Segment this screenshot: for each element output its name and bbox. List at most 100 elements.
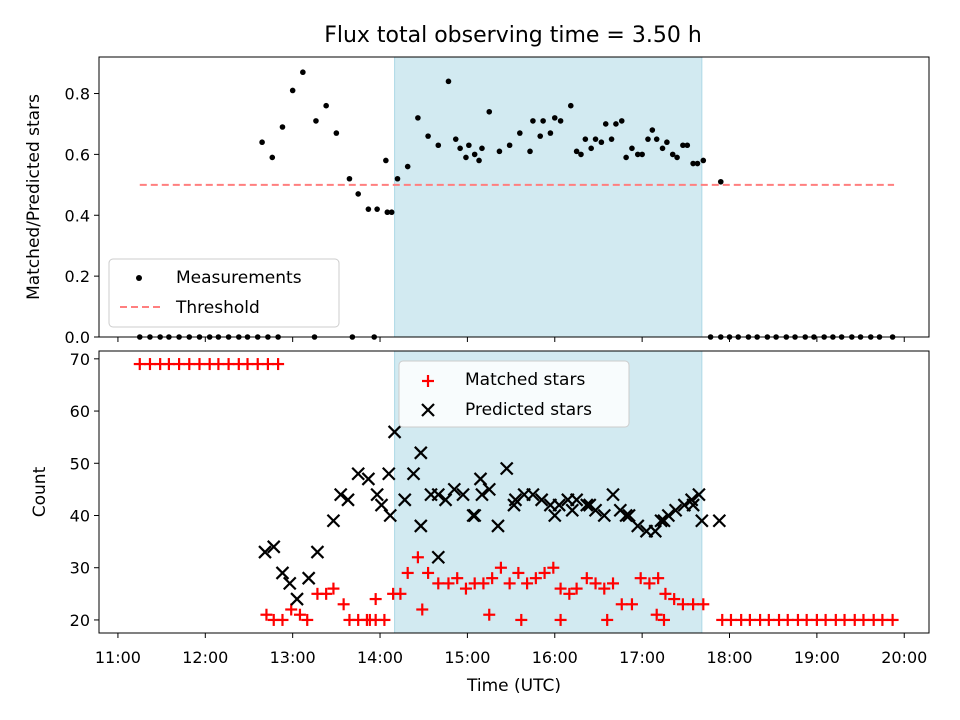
matched-star-point	[301, 613, 314, 626]
predicted-star-point	[695, 513, 709, 528]
matched-star-point	[442, 577, 455, 590]
measurement-point	[300, 69, 306, 76]
predicted-star-point	[383, 508, 398, 523]
measurement-point	[479, 145, 485, 152]
measurement-point	[623, 154, 629, 161]
predicted-star-point	[582, 498, 597, 512]
bottom-y-tick-label: 70	[70, 350, 90, 369]
matched-star-point	[676, 598, 689, 611]
top-y-tick-label: 0.2	[65, 267, 90, 286]
matched-star-point	[173, 358, 186, 371]
bottom-y-tick-label: 20	[70, 611, 90, 630]
matched-star-point	[261, 358, 274, 371]
top-axes-frame	[98, 56, 930, 338]
predicted-star-point	[351, 466, 365, 481]
matched-star-point	[494, 561, 507, 574]
measurement-point	[613, 121, 619, 127]
measurement-point	[618, 118, 625, 124]
legend-measurements-marker	[136, 275, 142, 281]
matched-star-point	[337, 598, 350, 611]
measurement-point	[279, 124, 286, 130]
bottom-y-axis: 20 30 40 50 60 70	[70, 350, 99, 630]
matched-star-point	[133, 358, 146, 371]
predicted-stars-series	[258, 425, 727, 606]
x-tick-label: 12:00	[182, 648, 228, 667]
matched-star-point	[503, 577, 516, 590]
matched-star-point	[272, 358, 285, 371]
matched-star-point	[327, 582, 340, 595]
matched-star-point	[251, 358, 264, 371]
measurement-point	[435, 142, 442, 149]
measurement-point	[383, 157, 389, 164]
measurement-point	[537, 133, 544, 139]
measurement-point	[457, 145, 463, 152]
matched-star-point	[183, 358, 196, 371]
matched-star-point	[886, 613, 899, 626]
matched-star-point	[162, 358, 175, 371]
measurement-point	[690, 160, 696, 167]
measurement-point	[394, 175, 401, 182]
matched-star-point	[293, 608, 306, 621]
measurement-point	[547, 130, 554, 136]
matched-star-point	[589, 577, 602, 590]
measurement-point	[664, 139, 670, 146]
matched-star-point	[320, 587, 333, 600]
legend-threshold-label: Threshold	[175, 298, 260, 318]
predicted-star-point	[473, 472, 488, 486]
x-tick-label: 20:00	[881, 648, 927, 667]
measurement-point	[608, 136, 615, 142]
predicted-star-point	[580, 498, 594, 512]
matched-star-point	[515, 613, 528, 626]
predicted-star-point	[569, 493, 584, 507]
predicted-star-point	[370, 487, 384, 502]
bottom-y-tick-label: 60	[70, 402, 90, 421]
predicted-star-point	[406, 466, 421, 481]
predicted-star-point	[431, 550, 446, 565]
top-y-tick-label: 0.0	[65, 328, 90, 347]
measurement-point	[323, 102, 329, 109]
top-x-ticks	[117, 337, 905, 342]
measurement-point	[486, 108, 493, 115]
measurement-point	[269, 154, 276, 161]
x-tick-label: 18:00	[706, 648, 752, 667]
predicted-star-point	[712, 513, 727, 528]
matched-star-point	[193, 358, 206, 371]
matched-star-point	[697, 598, 710, 611]
measurement-point	[653, 136, 660, 142]
predicted-star-point	[619, 508, 633, 523]
matched-star-point	[625, 598, 638, 611]
matched-star-point	[401, 566, 414, 579]
top-panel: 0.00.20.40.60.8 Matched/Predicted stars …	[24, 56, 930, 347]
measurement-point	[289, 87, 296, 94]
top-shaded-interval	[394, 56, 703, 338]
predicted-star-point	[507, 498, 521, 512]
legend-measurements-label: Measurements	[176, 268, 302, 288]
measurement-point	[445, 78, 452, 85]
matched-star-point	[363, 613, 376, 626]
measurement-point	[404, 163, 411, 170]
matched-star-point	[743, 613, 756, 626]
matched-star-point	[800, 613, 813, 626]
bottom-y-axis-label: Count	[30, 466, 50, 517]
top-y-axis: 0.0 0.2 0.4 0.6 0.8	[65, 85, 99, 347]
predicted-star-point	[282, 576, 297, 591]
measurement-point	[452, 136, 459, 142]
predicted-star-point	[630, 519, 645, 533]
predicted-star-point	[456, 487, 470, 502]
measurement-point	[634, 151, 641, 158]
matched-star-point	[411, 551, 424, 564]
legend-predicted-label: Predicted stars	[465, 400, 592, 420]
measurement-point	[598, 139, 605, 146]
matched-star-point	[486, 572, 499, 585]
top-legend: Measurements Threshold	[108, 258, 340, 328]
measurement-point	[355, 191, 361, 197]
matched-star-point	[285, 603, 298, 616]
matched-star-point	[668, 593, 681, 606]
top-y-tick-label: 0.4	[65, 206, 90, 225]
x-axis-label: Time (UTC)	[466, 676, 561, 696]
measurement-point	[496, 148, 503, 155]
measurement-point	[567, 102, 574, 109]
matched-star-point	[580, 572, 593, 585]
matched-star-point	[477, 577, 490, 590]
x-tick-label: 17:00	[619, 648, 665, 667]
